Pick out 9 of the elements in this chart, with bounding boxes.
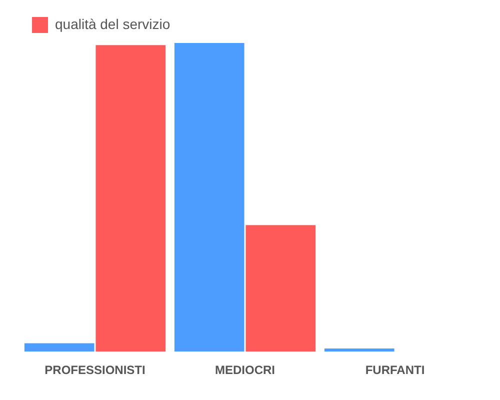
bar [96, 45, 166, 352]
x-tick-label: PROFESSIONISTI [44, 363, 146, 378]
bar [324, 348, 394, 352]
x-tick-label: MEDIOCRI [215, 363, 275, 378]
x-tick-label: FURFANTI [365, 363, 425, 378]
legend-label: qualità del servizio [55, 16, 170, 32]
bar [246, 225, 316, 352]
bar [174, 43, 244, 352]
bar [24, 343, 94, 352]
